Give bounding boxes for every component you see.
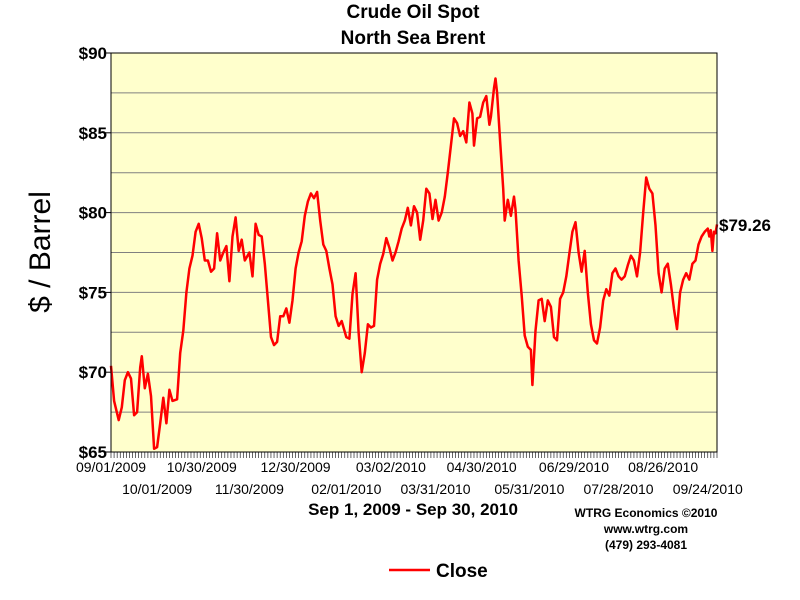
x-tick-label: 03/31/2010	[400, 481, 470, 497]
y-tick-label: $85	[79, 124, 107, 143]
x-axis-minor-ticks	[110, 452, 718, 458]
x-tick-label: 11/30/2009	[215, 481, 284, 497]
credit-line-3: (479) 293-4081	[605, 538, 687, 552]
x-tick-label: 12/30/2009	[261, 459, 331, 475]
series-line-close	[109, 77, 719, 451]
last-value-label: $79.26	[719, 216, 771, 235]
x-tick-label: 08/26/2010	[628, 459, 698, 475]
x-tick-label: 04/30/2010	[447, 459, 517, 475]
chart-title: Crude Oil Spot	[347, 2, 481, 23]
credit-line-1: WTRG Economics ©2010	[575, 506, 718, 520]
x-tick-label: 06/29/2010	[539, 459, 609, 475]
y-tick-label: $80	[79, 204, 107, 223]
x-axis-tick-labels: 09/01/2009 10/01/2009 10/30/2009 11/30/2009…	[76, 459, 743, 497]
x-tick-label: 02/01/2010	[311, 481, 381, 497]
y-axis-ticks: $65 $70 $75 $80 $85 $90	[79, 44, 111, 462]
y-tick-label: $75	[79, 283, 107, 302]
x-tick-label: 05/31/2010	[494, 481, 564, 497]
date-range-label: Sep 1, 2009 - Sep 30, 2010	[308, 500, 518, 519]
legend-label-close: Close	[436, 561, 488, 582]
x-tick-label: 09/24/2010	[673, 481, 743, 497]
y-tick-label: $65	[79, 443, 107, 462]
x-tick-label: 10/01/2009	[122, 481, 192, 497]
chart-subtitle: North Sea Brent	[341, 28, 486, 49]
x-tick-label: 07/28/2010	[584, 481, 654, 497]
x-tick-label: 09/01/2009	[76, 459, 146, 475]
y-axis-label: $ / Barrel	[24, 191, 57, 313]
x-tick-label: 10/30/2009	[167, 459, 237, 475]
x-tick-label: 03/02/2010	[356, 459, 426, 475]
y-tick-label: $70	[79, 363, 107, 382]
credit-line-2: www.wtrg.com	[603, 522, 688, 536]
y-tick-label: $90	[79, 44, 107, 63]
plot-border	[110, 52, 718, 453]
